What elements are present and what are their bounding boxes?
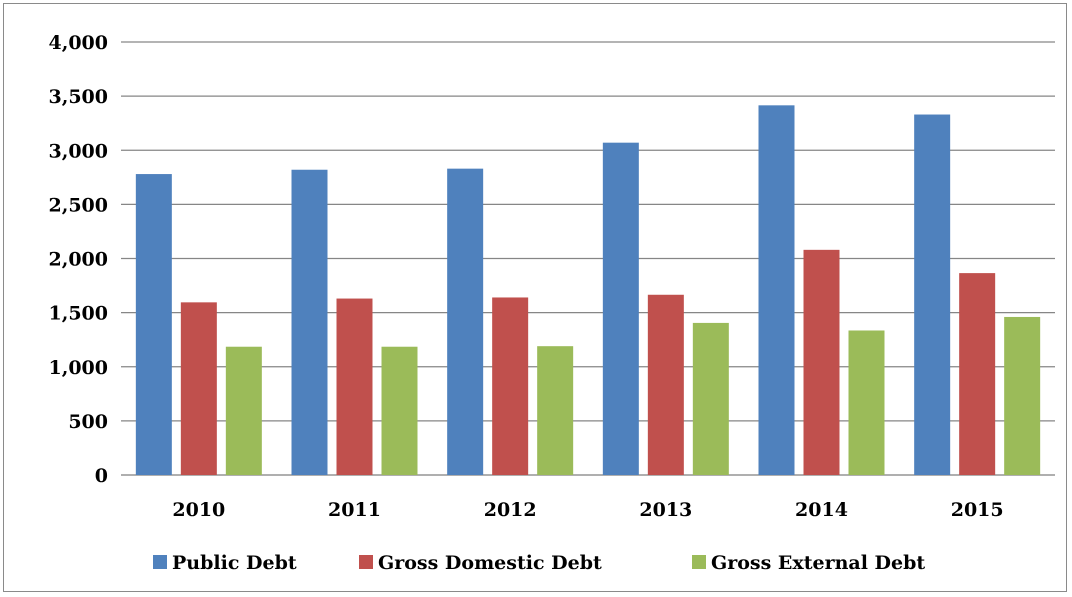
y-tick-label: 500 bbox=[68, 411, 108, 433]
x-tick-label: 2015 bbox=[951, 499, 1004, 521]
legend: Public Debt Gross Domestic Debt Gross Exte… bbox=[153, 552, 925, 574]
bars bbox=[135, 105, 1041, 476]
chart-frame: 0 500 1,000 1,500 2,000 2,500 3,000 3,500 4,000 … bbox=[3, 3, 1067, 592]
y-axis-ticks: 0 500 1,000 1,500 2,000 2,500 3,000 3,500 4,000 bbox=[49, 32, 109, 487]
y-tick-label: 0 bbox=[95, 465, 108, 487]
bar-gross-domestic-debt-2011 bbox=[336, 298, 373, 475]
bar-public-debt-2014 bbox=[758, 105, 795, 476]
bar-gross-domestic-debt-2010 bbox=[180, 302, 217, 475]
legend-label: Gross Domestic Debt bbox=[378, 552, 602, 574]
bar-gross-domestic-debt-2012 bbox=[492, 297, 529, 475]
y-tick-label: 4,000 bbox=[49, 32, 109, 54]
bar-gross-external-debt-2011 bbox=[381, 346, 418, 475]
bar-public-debt-2012 bbox=[447, 168, 484, 475]
gridlines bbox=[121, 41, 1055, 476]
bar-chart: 05001,0001,5002,0002,5003,0003,5004,000 … bbox=[49, 32, 1055, 574]
y-tick-label: 2,500 bbox=[49, 194, 109, 216]
x-tick-label: 2012 bbox=[484, 499, 537, 521]
x-tick-label: 2013 bbox=[639, 499, 692, 521]
bar-public-debt-2010 bbox=[135, 174, 172, 475]
bar-public-debt-2011 bbox=[291, 169, 328, 476]
bar-gross-external-debt-2012 bbox=[537, 346, 574, 475]
bar-gross-external-debt-2010 bbox=[225, 346, 262, 475]
legend-swatch bbox=[359, 555, 373, 569]
bar-public-debt-2013 bbox=[602, 142, 639, 476]
bar-gross-domestic-debt-2013 bbox=[647, 294, 684, 475]
x-tick-label: 2011 bbox=[328, 499, 381, 521]
legend-swatch bbox=[692, 555, 706, 569]
legend-label: Gross External Debt bbox=[711, 552, 925, 574]
y-tick-label: 1,500 bbox=[49, 303, 109, 325]
x-tick-label: 2014 bbox=[795, 499, 848, 521]
x-tick-label: 2010 bbox=[172, 499, 225, 521]
y-tick-label: 3,500 bbox=[49, 86, 109, 108]
bar-public-debt-2015 bbox=[914, 114, 951, 475]
legend-swatch bbox=[153, 555, 167, 569]
bar-gross-external-debt-2014 bbox=[848, 330, 885, 475]
bar-gross-domestic-debt-2014 bbox=[803, 249, 840, 475]
y-tick-label: 2,000 bbox=[49, 249, 109, 271]
legend-label: Public Debt bbox=[172, 552, 297, 574]
bar-gross-domestic-debt-2015 bbox=[959, 273, 996, 475]
x-axis-ticks: 2010 2011 2012 2013 2014 2015 bbox=[172, 499, 1003, 521]
y-tick-label: 1,000 bbox=[49, 357, 109, 379]
y-tick-label: 3,000 bbox=[49, 140, 109, 162]
bar-gross-external-debt-2015 bbox=[1004, 316, 1041, 475]
bar-gross-external-debt-2013 bbox=[692, 322, 729, 475]
